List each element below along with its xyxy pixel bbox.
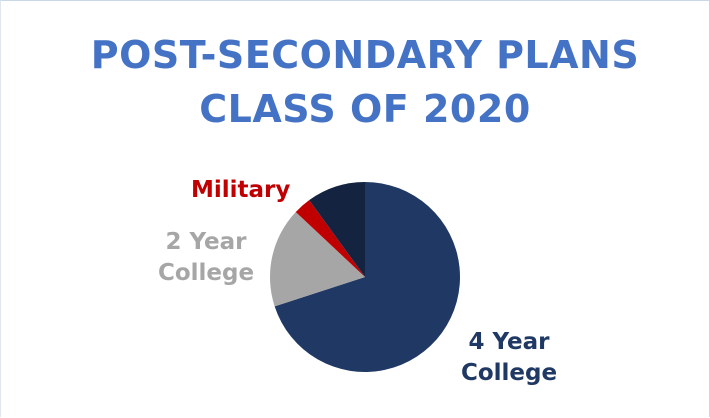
slice-other (309, 182, 365, 277)
slice-label-military: Military (191, 177, 291, 203)
slice-4-year-college (274, 182, 460, 372)
slice-label-4-year-college: 4 Year College (460, 329, 558, 386)
slice-military (295, 200, 365, 277)
slice-2-year-college (270, 211, 365, 307)
chart-subtitle: CLASS OF 2020 (199, 87, 531, 131)
slice-label-2-year-college: 2 Year College (157, 229, 255, 286)
chart-title: POST-SECONDARY PLANS (90, 33, 640, 77)
